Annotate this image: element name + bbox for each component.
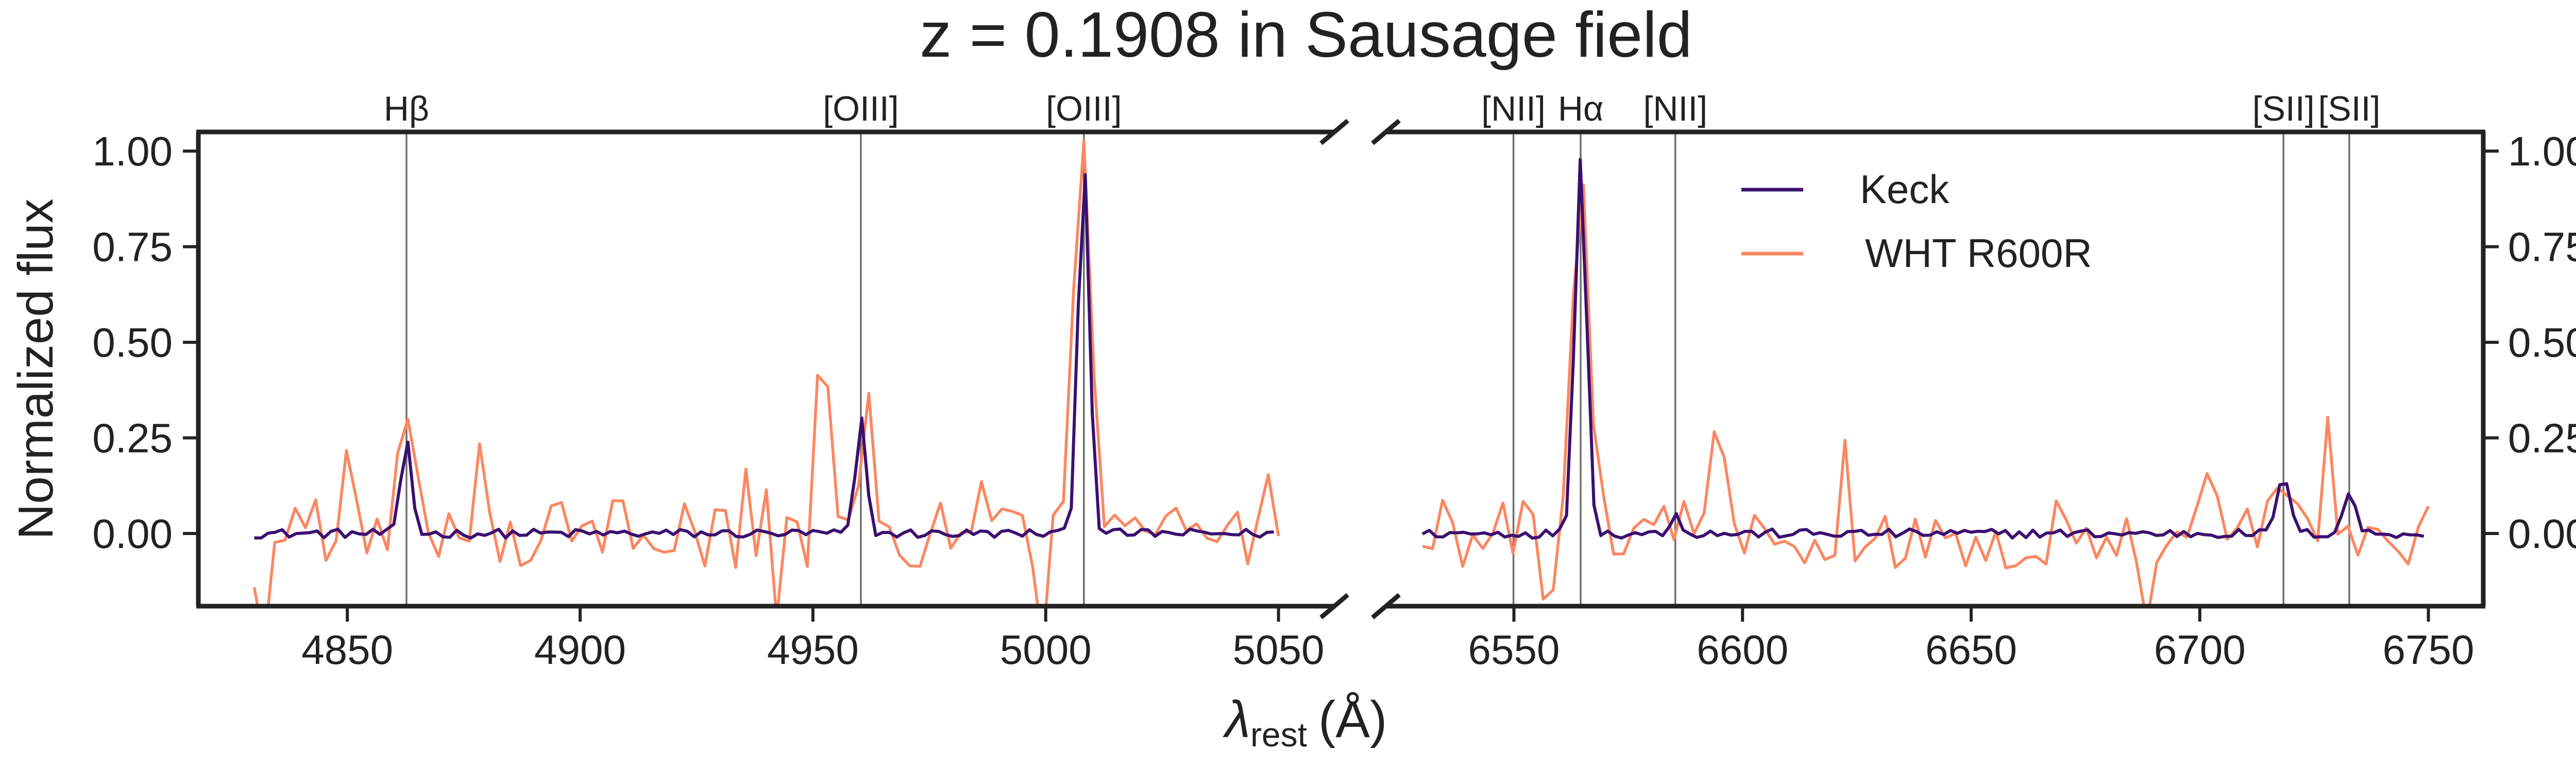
x-axis-label-unit: (Å)	[1318, 691, 1387, 748]
right-x-tick-label-3: 6700	[2154, 627, 2246, 673]
emission-line-labels: Hβ [OIII] [OIII] [NII] Hα [NII] [SII] [SII]	[384, 89, 2381, 128]
series-wht-r600r-panel-0	[252, 139, 1280, 606]
left-y-tick-label-0: 1.00	[92, 128, 173, 174]
y-axis-label: Normalized flux	[8, 198, 63, 540]
emission-line-label-6: [SII]	[2252, 89, 2315, 128]
emission-line-label-7: [SII]	[2318, 89, 2380, 128]
left-y-tick-label-1: 0.75	[92, 224, 173, 270]
axis-break-mark-3	[1371, 593, 1401, 620]
series-wht-r600r-panel-1	[1422, 183, 2430, 606]
legend-label-keck: Keck	[1860, 166, 1950, 212]
right-x-tick-label-2: 6650	[1925, 627, 2017, 673]
emission-line-label-2: [OIII]	[1046, 89, 1122, 128]
right-x-tick-label-1: 6600	[1697, 627, 1788, 673]
right-y-tick-label-1: 0.75	[2508, 224, 2576, 270]
axis-break-mark-0	[1319, 119, 1349, 145]
left-x-tick-label-0: 4850	[301, 627, 393, 673]
chart-title: z = 0.1908 in Sausage field	[920, 0, 1692, 71]
emission-line-label-5: [NII]	[1643, 89, 1707, 128]
right-y-tick-label-2: 0.50	[2508, 320, 2576, 365]
x-axis-label-symbol: λ	[1223, 691, 1250, 748]
left-panel-plot-area	[252, 132, 1280, 606]
right-x-tick-label-0: 6550	[1468, 627, 1560, 673]
axis-break-mark-2	[1371, 119, 1401, 145]
emission-line-label-4: Hα	[1558, 89, 1603, 128]
x-axis-label-subscript: rest	[1250, 715, 1307, 754]
series-keck-panel-1	[1421, 158, 2425, 540]
emission-line-label-0: Hβ	[384, 89, 429, 128]
series-keck-panel-0	[254, 173, 1274, 540]
axes-frames	[196, 119, 2486, 620]
right-y-tick-label-4: 0.00	[2508, 511, 2576, 557]
left-x-tick-label-3: 5000	[1000, 627, 1092, 673]
axis-break-mark-1	[1319, 593, 1349, 620]
axes-ticks: 4850 4900 4950 5000 5050 6550 6600 6650 6700 6750…	[92, 128, 2576, 673]
left-y-tick-label-4: 0.00	[92, 511, 173, 557]
right-y-tick-label-3: 0.25	[2508, 415, 2576, 461]
legend: Keck WHT R600R	[1741, 166, 2092, 276]
legend-label-wht: WHT R600R	[1865, 230, 2092, 276]
emission-line-label-3: [NII]	[1481, 89, 1546, 128]
left-y-tick-label-2: 0.50	[92, 320, 173, 365]
right-panel-plot-area	[1421, 132, 2430, 606]
x-axis-label: λrest (Å)	[1223, 691, 1387, 754]
right-y-tick-label-0: 1.00	[2508, 128, 2576, 174]
left-x-tick-label-4: 5050	[1233, 627, 1325, 673]
emission-line-label-1: [OIII]	[823, 89, 899, 128]
left-x-tick-label-1: 4900	[534, 627, 626, 673]
left-x-tick-label-2: 4950	[767, 627, 859, 673]
left-y-tick-label-3: 0.25	[92, 415, 173, 461]
right-x-tick-label-4: 6750	[2383, 627, 2475, 673]
